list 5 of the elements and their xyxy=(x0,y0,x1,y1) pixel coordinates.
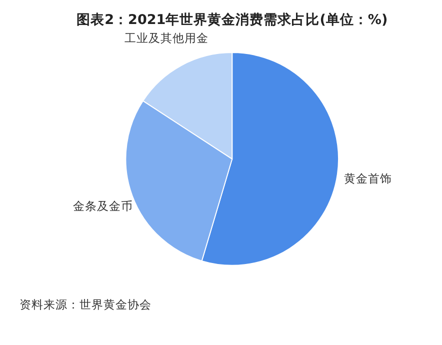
text: 资料来源：世界黄金协会 xyxy=(19,297,152,312)
slice-label: 金条及金币 xyxy=(73,199,134,214)
slice-label: 工业及其他用金 xyxy=(124,31,209,46)
chart-title: 图表2：2021年世界黄金消费需求占比(单位：%) xyxy=(76,12,388,28)
slice-label: 黄金首饰 xyxy=(344,172,392,186)
